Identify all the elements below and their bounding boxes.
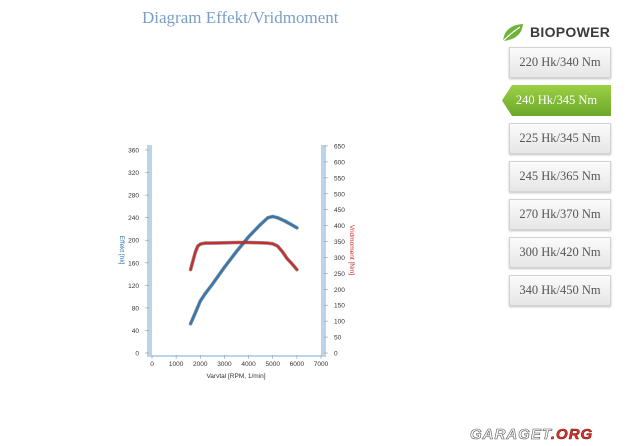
- left-tick-label: 0: [135, 351, 139, 358]
- sidebar-item-240-hk-345-nm[interactable]: 240 Hk/345 Nm: [502, 85, 611, 116]
- brand-logo: BIOPOWER: [500, 20, 610, 44]
- watermark-brand: GARAGET: [470, 426, 551, 444]
- x-tick-label: 6000: [290, 361, 305, 368]
- left-tick-label: 280: [128, 193, 139, 200]
- right-tick-label: 100: [334, 319, 345, 326]
- page-title: Diagram Effekt/Vridmoment: [142, 8, 339, 27]
- watermark-domain: .ORG: [550, 426, 594, 444]
- watermark: GARAGET.ORG: [470, 426, 594, 444]
- right-tick-label: 450: [334, 207, 345, 214]
- x-tick-label: 2000: [193, 361, 208, 368]
- torque-series-line: [189, 241, 298, 271]
- sidebar-item-300-hk-420-nm[interactable]: 300 Hk/420 Nm: [509, 237, 611, 268]
- right-axis-label: Vridmoment [Nm]: [348, 225, 355, 276]
- leaf-icon: [502, 24, 523, 42]
- left-tick-label: 240: [128, 215, 139, 222]
- right-axis-bar: [321, 145, 326, 356]
- right-tick-label: 250: [334, 271, 345, 278]
- left-tick-label: 360: [128, 148, 139, 155]
- x-tick-label: 5000: [265, 361, 280, 368]
- left-tick-label: 80: [132, 305, 140, 312]
- left-tick-label: 40: [132, 328, 140, 335]
- left-axis-label: Effekt [hk]: [118, 236, 125, 265]
- sidebar-item-340-hk-450-nm[interactable]: 340 Hk/450 Nm: [509, 275, 611, 306]
- right-tick-label: 600: [334, 159, 345, 166]
- left-axis-bar: [147, 145, 152, 356]
- right-tick-label: 500: [334, 191, 345, 198]
- right-tick-label: 50: [334, 335, 342, 342]
- torque-series-shadow: [188, 240, 299, 272]
- right-tick-label: 300: [334, 255, 345, 262]
- brand-name: BIOPOWER: [530, 24, 611, 40]
- x-axis-label: Varvtal [RPM, 1/min]: [206, 373, 265, 380]
- right-tick-label: 200: [334, 287, 345, 294]
- right-tick-label: 400: [334, 223, 345, 230]
- right-tick-label: 350: [334, 239, 345, 246]
- x-tick-label: 7000: [314, 361, 329, 368]
- x-tick-label: 3000: [217, 361, 232, 368]
- right-tick-label: 150: [334, 303, 345, 310]
- sidebar-item-270-hk-370-nm[interactable]: 270 Hk/370 Nm: [509, 199, 611, 230]
- power-series-shadow: [188, 214, 299, 326]
- right-tick-label: 550: [334, 175, 345, 182]
- left-tick-label: 320: [128, 170, 139, 177]
- x-tick-label: 1000: [169, 361, 184, 368]
- x-tick-label: 4000: [241, 361, 256, 368]
- right-tick-label: 0: [334, 351, 338, 358]
- x-tick-label: 0: [150, 361, 154, 368]
- sidebar-item-220-hk-340-nm[interactable]: 220 Hk/340 Nm: [509, 47, 611, 78]
- left-tick-label: 120: [128, 283, 139, 290]
- sidebar-item-225-hk-345-nm[interactable]: 225 Hk/345 Nm: [509, 123, 611, 154]
- left-tick-label: 160: [128, 260, 139, 267]
- right-tick-label: 650: [334, 144, 345, 151]
- power-series-line: [189, 215, 298, 325]
- left-tick-label: 200: [128, 238, 139, 245]
- sidebar-item-245-hk-365-nm[interactable]: 245 Hk/365 Nm: [509, 161, 611, 192]
